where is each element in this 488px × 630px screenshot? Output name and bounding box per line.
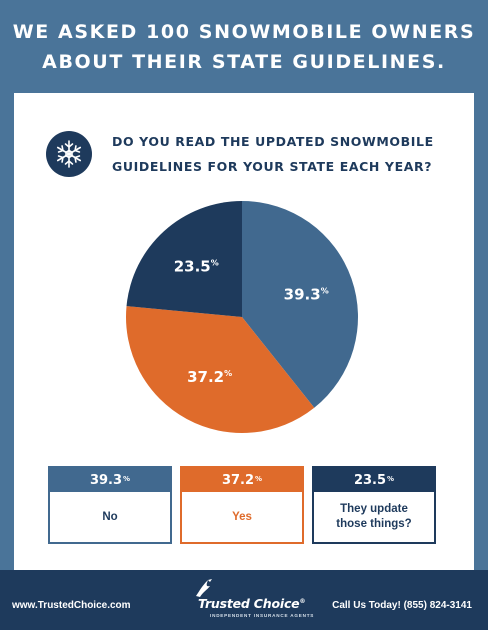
headline-line-1: WE ASKED 100 SNOWMOBILE OWNERS — [12, 20, 476, 43]
legend-they-update-value: 23.5% — [314, 468, 434, 492]
question-text: DO YOU READ THE UPDATED SNOWMOBILE GUIDE… — [112, 129, 452, 179]
headline-line-2: ABOUT THEIR STATE GUIDELINES. — [42, 50, 446, 73]
pie-slice-yes — [125, 306, 315, 433]
question-line-1: DO YOU READ THE UPDATED SNOWMOBILE — [112, 134, 434, 149]
question-line-2: GUIDELINES FOR YOUR STATE EACH YEAR? — [112, 159, 433, 174]
legend-they-update: 23.5% They update those things? — [312, 466, 436, 544]
pie-chart-svg: 39.3% 37.2% 23.5% — [125, 201, 358, 433]
logo-tagline: INDEPENDENT INSURANCE AGENTS — [210, 613, 315, 618]
legend-yes: 37.2% Yes — [180, 466, 304, 544]
legend-no-label: No — [102, 510, 118, 523]
footer: www.TrustedChoice.com Trusted Choice® IN… — [0, 570, 488, 630]
legend-yes-value: 37.2% — [182, 468, 302, 492]
legend-no-value: 39.3% — [50, 468, 170, 492]
legend-yes-label: Yes — [232, 510, 252, 523]
page-header: WE ASKED 100 SNOWMOBILE OWNERS ABOUT THE… — [0, 0, 488, 93]
pie-slice-no — [242, 201, 358, 408]
slice-label-yes: 37.2% — [187, 368, 232, 386]
trusted-choice-logo: Trusted Choice® INDEPENDENT INSURANCE AG… — [190, 578, 313, 626]
slice-label-they: 23.5% — [174, 258, 219, 276]
legend-no: 39.3% No — [48, 466, 172, 544]
slice-label-no: 39.3% — [284, 286, 329, 304]
website-link[interactable]: www.TrustedChoice.com — [12, 600, 131, 611]
snowflake-icon — [56, 140, 82, 168]
question-row: DO YOU READ THE UPDATED SNOWMOBILE GUIDE… — [46, 129, 456, 179]
legend-they-update-label: They update those things? — [336, 503, 412, 530]
eagle-icon — [196, 579, 212, 597]
phone-number[interactable]: Call Us Today! (855) 824-3141 — [332, 600, 472, 611]
logo-name: Trusted Choice® — [198, 596, 306, 611]
snowflake-badge — [46, 131, 92, 177]
pie-chart: 39.3% 37.2% 23.5% — [124, 199, 360, 435]
pie-slice-they — [126, 201, 242, 317]
survey-panel: DO YOU READ THE UPDATED SNOWMOBILE GUIDE… — [14, 93, 474, 570]
